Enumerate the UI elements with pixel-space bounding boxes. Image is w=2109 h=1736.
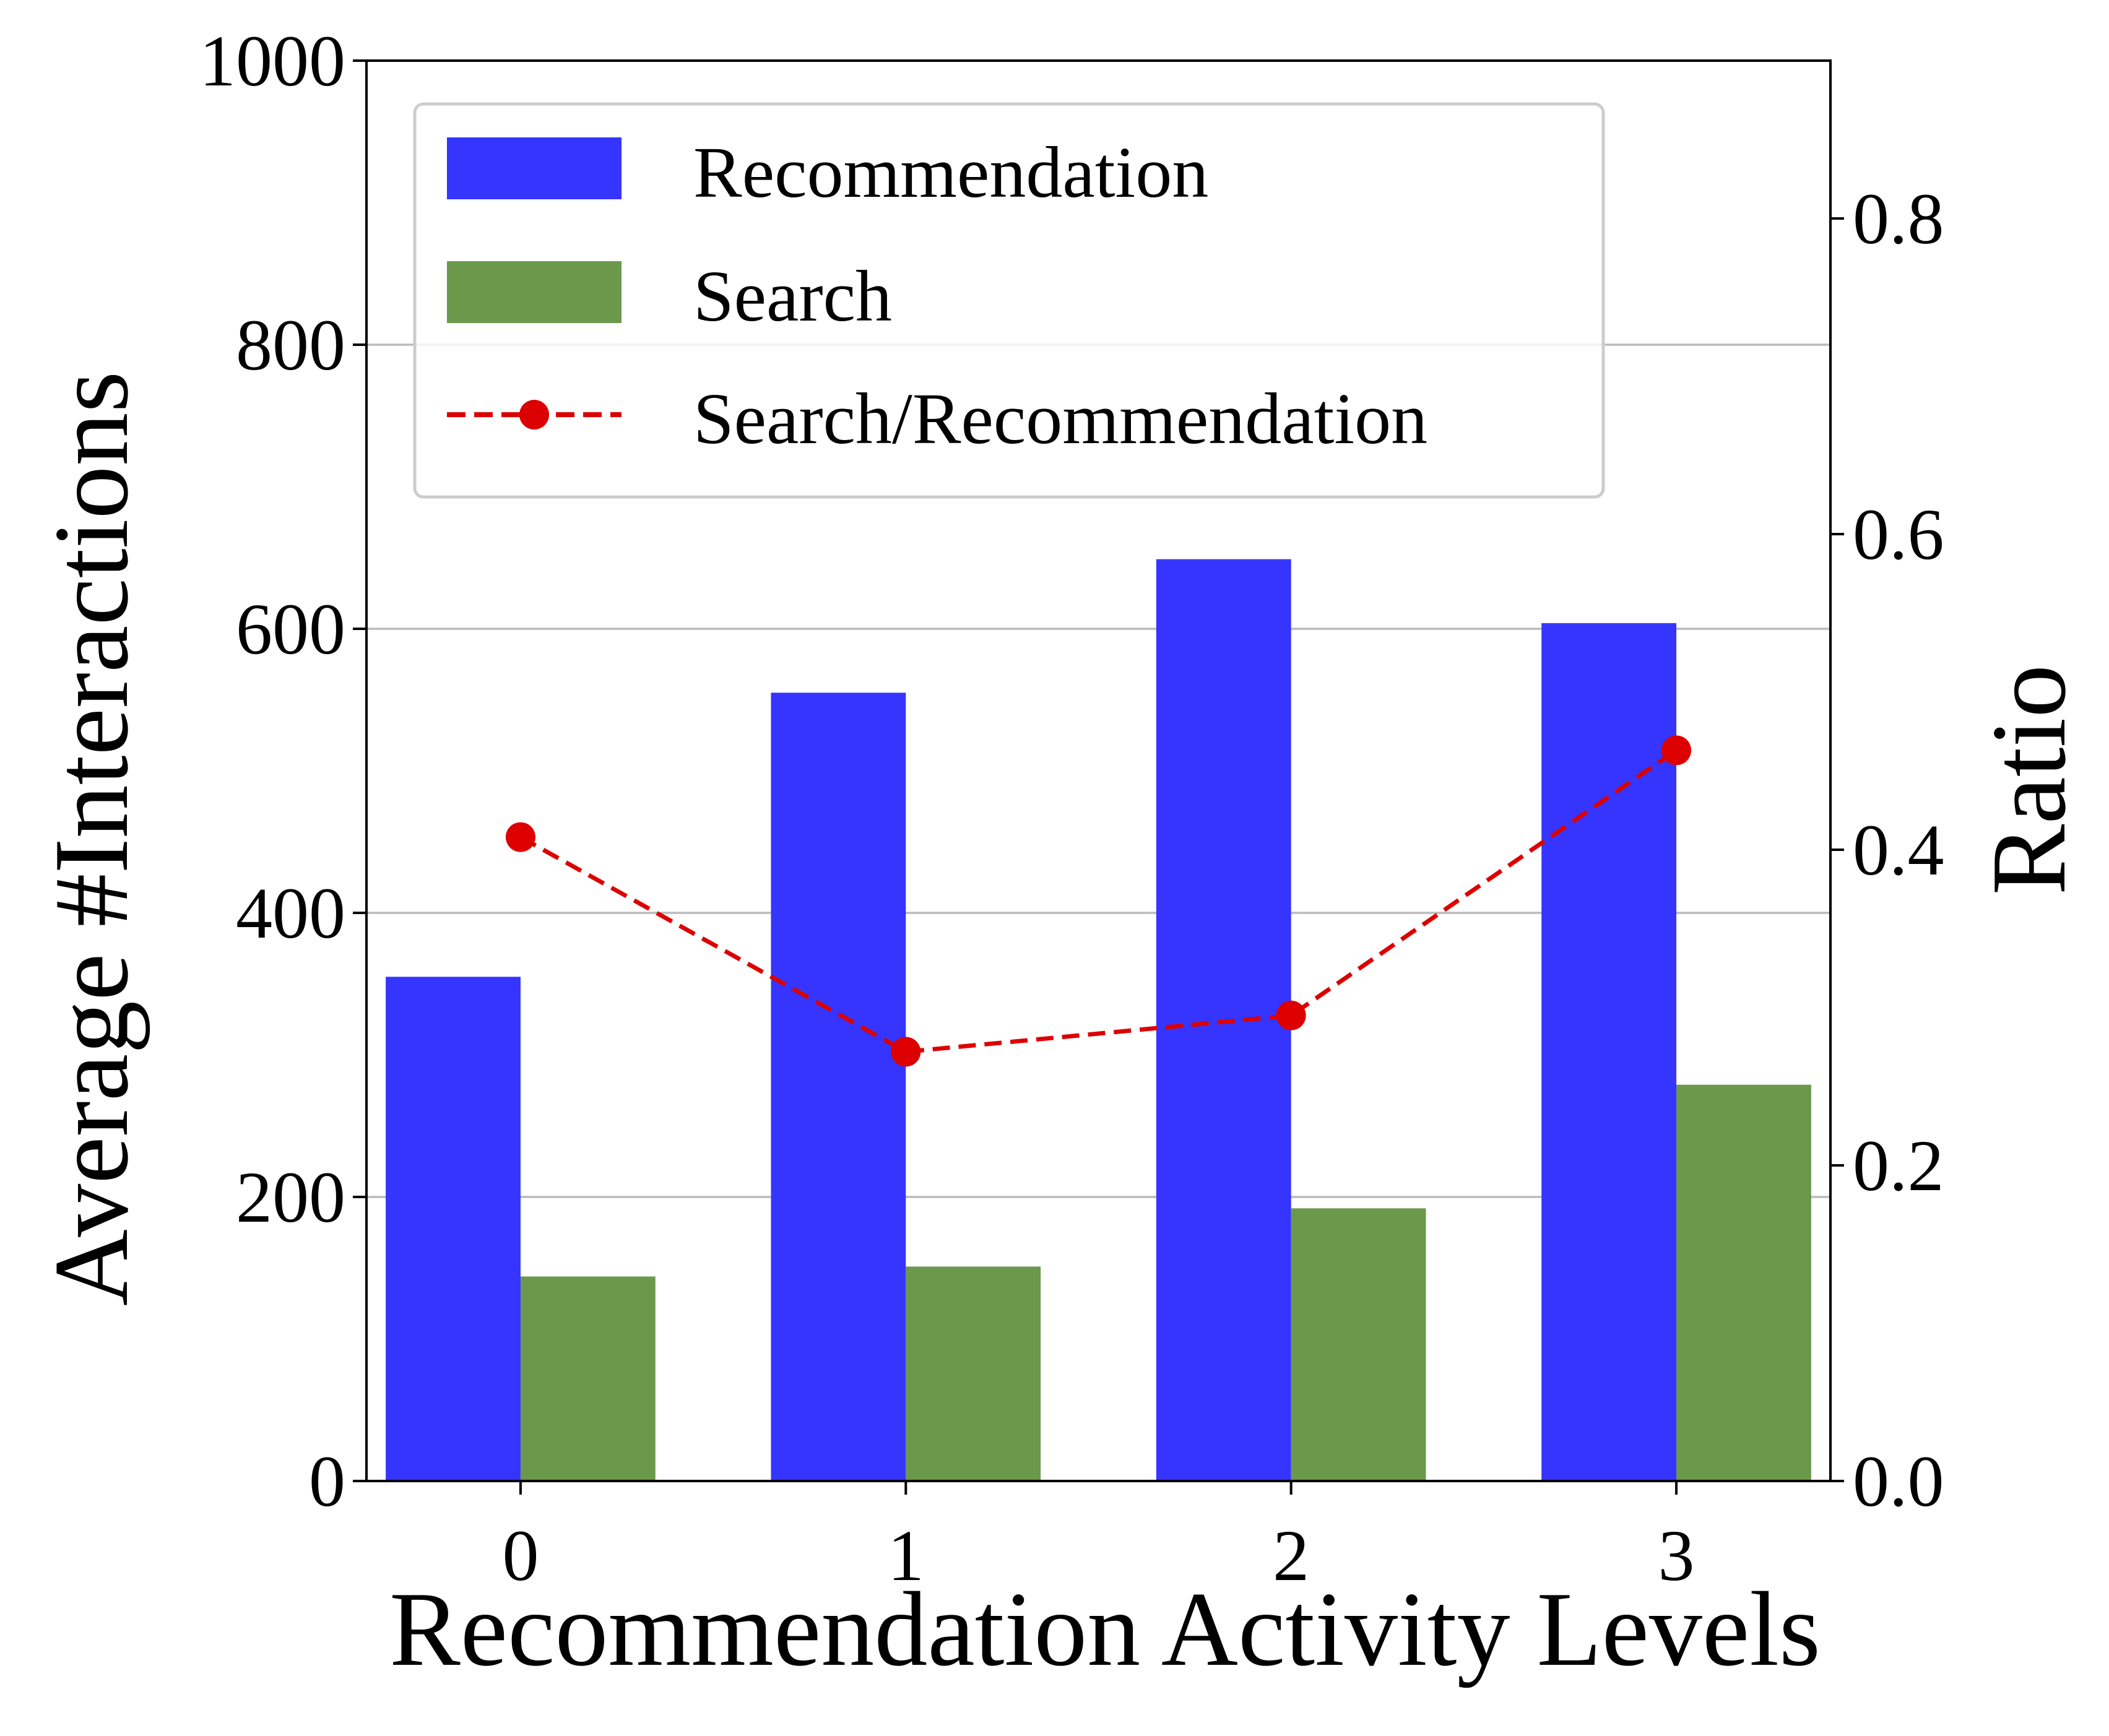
- bar-recommendation-0: [386, 977, 521, 1481]
- bar-recommendation-3: [1541, 623, 1677, 1481]
- x-axis-title: Recommendation Activity Levels: [389, 1571, 1821, 1688]
- left-tick-label: 400: [236, 873, 345, 954]
- y-axis-title: Average #Interactions: [33, 371, 150, 1306]
- left-axis-ticks: 0 200 400 600 800 1000: [199, 20, 366, 1522]
- left-tick-label: 200: [236, 1157, 345, 1238]
- bar-search-1: [906, 1266, 1041, 1481]
- ratio-point-3: [1661, 735, 1692, 766]
- bar-search-0: [520, 1276, 656, 1481]
- legend: Recommendation Search Search/Recommendat…: [413, 102, 1605, 499]
- x-tick-label: 1: [888, 1515, 924, 1596]
- x-tick-label: 0: [502, 1515, 539, 1596]
- right-tick-label: 0.6: [1853, 494, 1944, 575]
- ratio-point-2: [1276, 1000, 1306, 1030]
- right-axis-ticks: 0.0 0.2 0.4 0.6 0.8: [1830, 178, 1944, 1522]
- ratio-line-path: [519, 748, 1678, 1054]
- left-tick-label: 800: [236, 304, 345, 386]
- legend-label-recommendation: Recommendation: [693, 132, 1208, 213]
- ratio-line-series: [505, 735, 1692, 1067]
- ratio-point-1: [891, 1037, 921, 1067]
- left-tick-label: 0: [309, 1441, 345, 1522]
- legend-frame: [413, 102, 1605, 499]
- right-tick-label: 0.4: [1853, 810, 1944, 891]
- legend-swatch-search: [447, 261, 621, 323]
- x-tick-label: 3: [1658, 1515, 1695, 1596]
- right-y-axis-title: Ratio: [1970, 665, 2088, 896]
- bars: [386, 559, 1811, 1482]
- legend-marker-ratio: [519, 400, 549, 430]
- bar-search-2: [1291, 1208, 1426, 1481]
- ratio-point-0: [505, 822, 535, 852]
- right-tick-label: 0.0: [1853, 1441, 1944, 1522]
- plot-frame: [365, 59, 1832, 1482]
- x-tick-label: 2: [1273, 1515, 1309, 1596]
- legend-label-ratio: Search/Recommendation: [693, 378, 1427, 459]
- left-tick-label: 600: [236, 589, 345, 670]
- right-tick-label: 0.2: [1853, 1125, 1944, 1206]
- bar-search-3: [1676, 1084, 1811, 1481]
- legend-label-search: Search: [693, 256, 892, 337]
- left-tick-label: 1000: [199, 20, 345, 101]
- right-tick-label: 0.8: [1853, 178, 1944, 259]
- legend-swatch-recommendation: [447, 137, 621, 199]
- bar-recommendation-1: [771, 693, 906, 1481]
- x-axis-ticks: 0 1 2 3: [502, 1481, 1695, 1596]
- axes: [365, 59, 1832, 1482]
